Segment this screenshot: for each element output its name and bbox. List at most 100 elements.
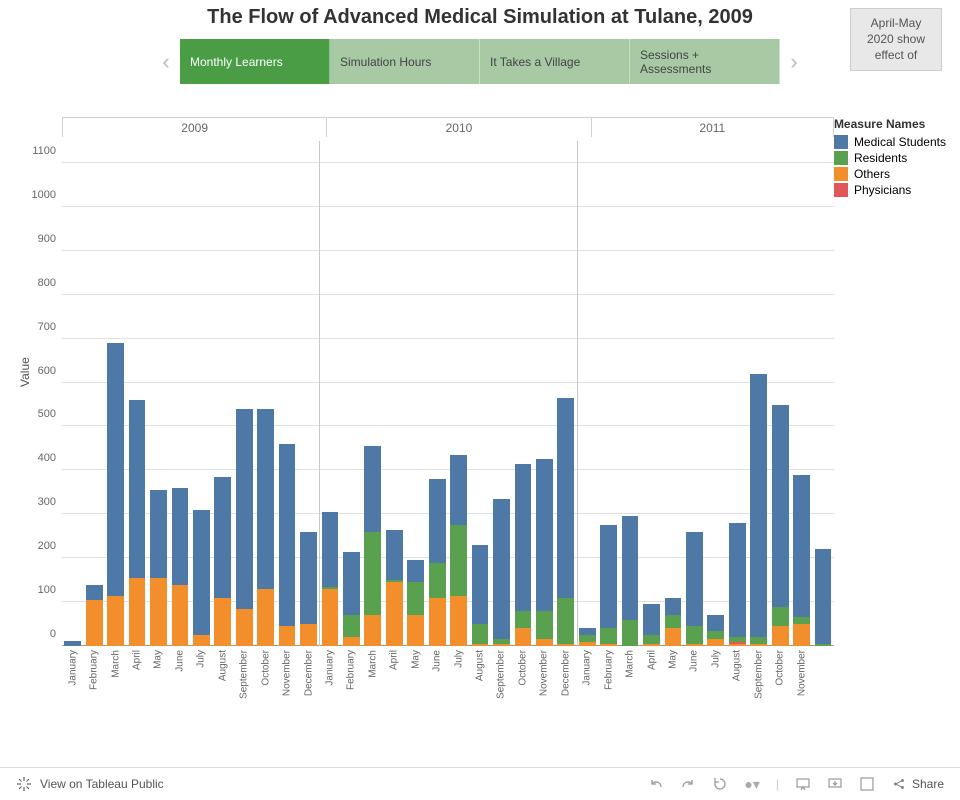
bar-16[interactable]: May [405,141,426,646]
bar-segment-res [600,628,617,643]
legend: Measure Names Medical StudentsResidentsO… [834,117,946,199]
bar-stack [707,615,724,646]
settings-caret-icon[interactable]: ●▾ [744,776,759,793]
legend-swatch [834,135,848,149]
bar-segment-res [472,624,489,644]
bar-8[interactable]: September [234,141,255,646]
bar-segment-oth [707,639,724,646]
bar-segment-oth [129,578,146,646]
bar-28[interactable]: May [662,141,683,646]
bar-stack [665,598,682,646]
view-on-tableau-link[interactable]: View on Tableau Public [16,776,164,792]
legend-item-0[interactable]: Medical Students [834,135,946,149]
bar-32[interactable]: September [748,141,769,646]
redo-icon[interactable] [680,776,696,792]
bar-6[interactable]: July [191,141,212,646]
bar-23[interactable]: December [555,141,576,646]
bar-stack [150,490,167,646]
tab-0[interactable]: Monthly Learners [180,39,330,84]
tab-next-arrow[interactable]: › [780,39,808,84]
bar-segment-oth [665,628,682,646]
chart-area: Measure Names Medical StudentsResidentsO… [0,117,960,727]
bar-segment-med [279,444,296,626]
share-button[interactable]: Share [891,776,944,792]
bar-stack [750,374,767,646]
bar-segment-oth [86,600,103,646]
bar-1[interactable]: February [83,141,104,646]
y-tick: 300 [38,496,56,508]
bar-24[interactable]: January [577,141,598,646]
bar-3[interactable]: April [126,141,147,646]
bar-stack [493,499,510,646]
bar-segment-oth [386,582,403,646]
bar-19[interactable]: August [469,141,490,646]
bar-10[interactable]: November [276,141,297,646]
bar-33[interactable]: October [769,141,790,646]
bar-segment-res [407,582,424,615]
bar-13[interactable]: February [341,141,362,646]
bar-segment-res [429,563,446,598]
share-label: Share [912,777,944,791]
bar-11[interactable]: December [298,141,319,646]
bar-segment-oth [579,642,596,646]
bar-segment-med [643,604,660,635]
undo-icon[interactable] [648,776,664,792]
bar-4[interactable]: May [148,141,169,646]
tab-1[interactable]: Simulation Hours [330,39,480,84]
fullscreen-icon[interactable] [859,776,875,792]
bar-34[interactable]: November [791,141,812,646]
bar-18[interactable]: July [448,141,469,646]
bar-stack [129,400,146,646]
bar-segment-med [386,530,403,581]
bar-segment-oth [600,644,617,646]
bar-segment-res [772,607,789,627]
bar-segment-med [815,549,832,643]
bar-17[interactable]: June [426,141,447,646]
year-header: 2009 [62,117,327,137]
x-tick-label: May [410,650,421,669]
x-tick-label: February [89,650,100,690]
bar-stack [686,532,703,646]
y-tick: 200 [38,540,56,552]
legend-item-3[interactable]: Physicians [834,183,946,197]
bar-segment-med [450,455,467,525]
tab-3[interactable]: Sessions + Assessments [630,39,780,84]
bar-segment-res [579,635,596,642]
tab-2[interactable]: It Takes a Village [480,39,630,84]
legend-label: Medical Students [854,135,946,149]
bar-2[interactable]: March [105,141,126,646]
bar-9[interactable]: October [255,141,276,646]
tableau-logo-icon [16,776,32,792]
bar-20[interactable]: September [491,141,512,646]
bar-21[interactable]: October [512,141,533,646]
replay-icon[interactable] [712,776,728,792]
bar-27[interactable]: April [641,141,662,646]
bar-segment-med [407,560,424,582]
legend-item-2[interactable]: Others [834,167,946,181]
bar-segment-med [472,545,489,624]
bar-22[interactable]: November [534,141,555,646]
bar-26[interactable]: March [619,141,640,646]
bar-31[interactable]: August [727,141,748,646]
bar-15[interactable]: April [384,141,405,646]
bar-35[interactable] [812,141,833,646]
x-tick-label: October [517,650,528,686]
download-icon[interactable] [827,776,843,792]
bar-0[interactable]: January [62,141,83,646]
bar-29[interactable]: June [684,141,705,646]
bar-14[interactable]: March [362,141,383,646]
bar-30[interactable]: July [705,141,726,646]
bar-12[interactable]: January [319,141,340,646]
presentation-icon[interactable] [795,776,811,792]
bar-5[interactable]: June [169,141,190,646]
bar-stack [815,549,832,646]
legend-item-1[interactable]: Residents [834,151,946,165]
x-tick-label: July [453,650,464,668]
bar-stack [193,510,210,646]
bar-segment-oth [236,609,253,646]
bar-stack [600,525,617,646]
bar-25[interactable]: February [598,141,619,646]
tab-prev-arrow[interactable]: ‹ [152,39,180,84]
bar-7[interactable]: August [212,141,233,646]
bar-segment-oth [686,644,703,646]
